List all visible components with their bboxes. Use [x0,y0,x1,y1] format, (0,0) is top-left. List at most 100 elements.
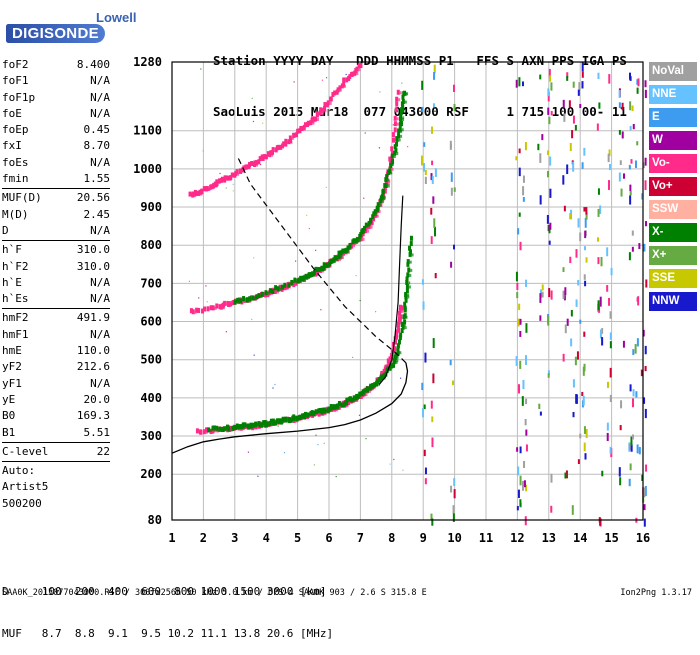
echo-mark [383,195,386,199]
echo-mark [368,389,371,393]
y-tick-label: 200 [140,467,162,481]
echo-mark [300,126,304,132]
echo-mark [195,190,199,196]
echo-mark [323,105,327,111]
noise-mark [628,444,631,451]
echo-trace-x [207,235,414,433]
legend-item: NoVal [649,62,697,81]
echo-mark [390,363,394,369]
echo-trace-vo [188,63,363,198]
echo-mark [322,262,326,268]
noise-mark [522,186,525,196]
muf-distance-row: D 100 200 400 600 800 1000 1500 3000 [km… [2,585,327,598]
echo-mark [359,231,363,237]
noise-mark [643,504,646,511]
noise-mark [389,463,391,465]
noise-mark [609,446,612,454]
noise-mark [631,105,634,112]
legend-item: E [649,108,697,127]
param-value: 8.400 [76,58,110,71]
noise-mark [251,318,253,321]
noise-mark [618,102,621,108]
noise-mark [599,329,602,339]
echo-mark [398,308,402,314]
x-tick-label: 4 [263,531,270,545]
echo-mark [260,291,264,297]
noise-mark [253,354,255,356]
noise-mark [537,143,540,151]
noise-mark [585,257,588,263]
noise-mark [364,132,366,134]
param-row: foF1 N/A [2,73,110,89]
echo-mark [376,378,380,384]
noise-mark [578,82,581,91]
param-row: foE N/A [2,106,110,122]
param-row: foEp 0.45 [2,122,110,138]
noise-mark [577,459,580,465]
noise-mark [517,228,520,235]
noise-mark [599,205,602,214]
noise-mark [565,470,568,479]
logo-product: DIGISONDE [6,24,105,43]
noise-mark [585,428,588,439]
echo-mark [404,297,408,303]
noise-mark [596,237,599,242]
echo-mark [369,384,373,390]
noise-mark [629,384,632,392]
noise-mark [453,478,456,487]
echo-mark [406,272,410,278]
param-row: fxI 8.70 [2,138,110,154]
echo-mark [296,128,300,134]
x-tick-label: 11 [479,531,493,545]
divider [2,308,110,310]
noise-mark [572,115,575,124]
echo-mark [407,293,410,297]
noise-mark [550,82,553,91]
echo-mark [215,303,219,309]
echo-mark [189,308,193,314]
noise-mark [232,190,234,192]
noise-mark [515,271,518,282]
noise-mark [549,75,552,82]
echo-mark [403,90,407,96]
echo-mark [321,111,324,115]
noise-mark [641,474,644,481]
echo-mark [210,184,214,190]
noise-mark [547,316,550,326]
echo-mark [345,400,349,406]
x-tick-label: 3 [231,531,238,545]
param-row: foF2 8.400 [2,57,110,73]
echo-mark [301,413,305,419]
echo-mark [342,81,346,87]
echo-mark [295,132,299,138]
noise-mark [581,81,584,89]
echo-mark [394,147,398,153]
noise-mark [452,505,455,514]
echo-mark [363,392,366,396]
echo-mark [302,124,306,130]
noise-mark [597,188,600,195]
noise-mark [433,64,436,74]
param-label: foF1 [2,74,29,88]
echo-mark [381,188,385,194]
echo-mark [384,182,388,188]
noise-mark [518,167,521,177]
noise-mark [522,196,525,202]
logo-brand: Lowell [96,10,137,25]
polarization-legend: NoVal NNE E W Vo- Vo+ SSW X- X+ SSE NNW [649,62,697,315]
echo-mark [405,279,409,285]
noise-mark [547,370,550,376]
echo-mark [393,346,397,352]
noise-mark [618,130,621,135]
noise-mark [636,79,639,85]
noise-mark [519,330,522,337]
echo-mark [271,147,275,153]
echo-mark [406,261,410,267]
echo-mark [399,91,402,95]
echo-mark [269,418,273,424]
noise-mark [539,153,542,163]
echo-mark [258,156,262,162]
noise-mark [564,472,567,479]
echo-mark [341,256,344,260]
noise-mark [547,91,550,102]
